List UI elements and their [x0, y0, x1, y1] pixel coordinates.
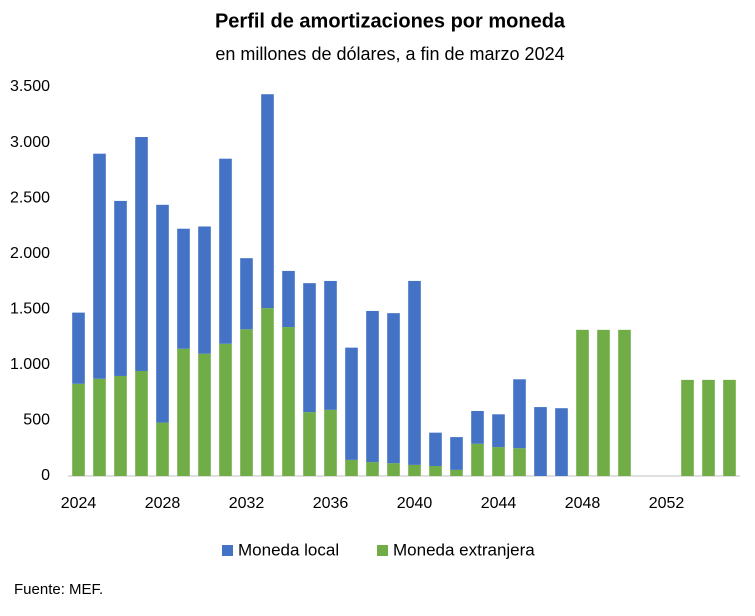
- y-tick-label: 1.000: [10, 356, 50, 373]
- bar-segment: [576, 329, 589, 476]
- legend-label: Moneda local: [238, 540, 339, 559]
- x-tick-label: 2032: [229, 495, 265, 512]
- bar-segment: [429, 465, 442, 476]
- bar-segment: [429, 432, 442, 466]
- bar-segment: [303, 412, 316, 476]
- bar-segment: [198, 226, 211, 354]
- bar-segment: [240, 258, 253, 330]
- bar-segment: [177, 228, 190, 349]
- bar-segment: [240, 329, 253, 476]
- bar-segment: [513, 448, 526, 476]
- bar-segment: [366, 310, 379, 463]
- bar-segment: [513, 379, 526, 449]
- bar-segment: [408, 464, 421, 476]
- legend-label: Moneda extranjera: [393, 540, 535, 559]
- bar-segment: [408, 280, 421, 465]
- bar-segment: [72, 312, 85, 384]
- bar-segment: [387, 463, 400, 476]
- bar-segment: [261, 308, 274, 476]
- bar-segment: [702, 379, 715, 476]
- bar-segment: [282, 327, 295, 476]
- bar-segment: [219, 158, 232, 344]
- bar-segment: [492, 414, 505, 448]
- bar-segment: [303, 283, 316, 413]
- y-tick-label: 2.000: [10, 245, 50, 262]
- y-tick-label: 2.500: [10, 189, 50, 206]
- y-tick-label: 500: [23, 412, 50, 429]
- x-tick-label: 2044: [481, 495, 517, 512]
- y-tick-label: 0: [41, 467, 50, 484]
- bar-segment: [156, 422, 169, 476]
- bar-segment: [450, 469, 463, 476]
- source-note: Fuente: MEF.: [14, 581, 103, 598]
- bar-segment: [471, 443, 484, 476]
- bar-segment: [534, 407, 547, 476]
- bar-segment: [135, 137, 148, 371]
- bar-segment: [261, 94, 274, 309]
- x-tick-label: 2040: [397, 495, 433, 512]
- x-tick-label: 2024: [61, 495, 97, 512]
- chart-subtitle: en millones de dólares, a fin de marzo 2…: [215, 44, 564, 64]
- x-tick-label: 2028: [145, 495, 181, 512]
- bar-segment: [114, 200, 127, 376]
- bar-segment: [597, 329, 610, 476]
- bar-segment: [471, 410, 484, 444]
- bar-segment: [723, 379, 736, 476]
- legend-swatch: [377, 545, 388, 556]
- bar-segment: [555, 408, 568, 476]
- bar-segment: [681, 379, 694, 476]
- bar-segment: [72, 383, 85, 476]
- bar-segment: [345, 459, 358, 476]
- x-tick-label: 2052: [649, 495, 685, 512]
- chart-title: Perfil de amortizaciones por moneda: [215, 10, 566, 32]
- bar-segment: [135, 370, 148, 476]
- y-tick-label: 3.000: [10, 134, 50, 151]
- bar-segment: [618, 329, 631, 476]
- bar-segment: [219, 343, 232, 476]
- bar-segment: [345, 347, 358, 460]
- y-tick-label: 3.500: [10, 78, 50, 95]
- bar-segment: [114, 375, 127, 476]
- legend-swatch: [222, 545, 233, 556]
- bar-segment: [93, 153, 106, 379]
- bar-segment: [387, 313, 400, 464]
- bar-segment: [282, 270, 295, 328]
- bar-segment: [324, 280, 337, 410]
- bar-segment: [93, 378, 106, 476]
- bar-segment: [177, 348, 190, 476]
- bar-segment: [324, 409, 337, 476]
- x-tick-label: 2036: [313, 495, 349, 512]
- bar-segment: [366, 462, 379, 476]
- bar-segment: [156, 204, 169, 423]
- x-tick-label: 2048: [565, 495, 601, 512]
- bar-segment: [450, 437, 463, 470]
- bar-segment: [492, 447, 505, 476]
- bar-segment: [198, 353, 211, 476]
- y-tick-label: 1.500: [10, 301, 50, 318]
